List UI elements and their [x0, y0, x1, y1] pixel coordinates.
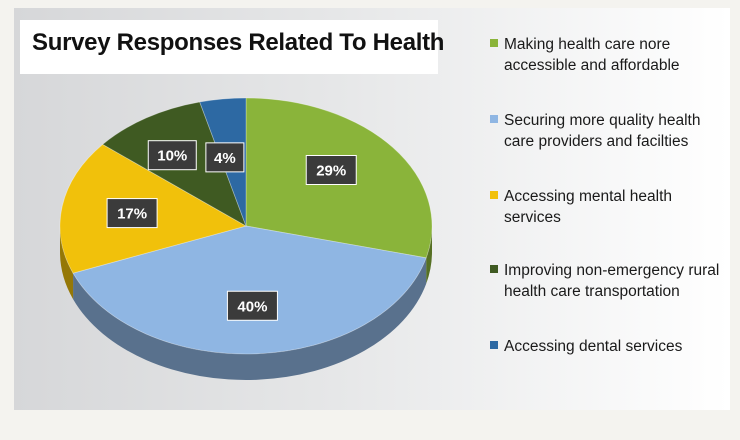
chart-title: Survey Responses Related To Health: [32, 29, 445, 56]
title-box: [20, 20, 438, 74]
pie-label-accessing-mental-health-services: 17%: [106, 198, 158, 229]
pie-label-box: [106, 198, 158, 229]
pie-label-making-health-care-nore-accessib: 29%: [305, 154, 357, 185]
pie-label-box: [226, 290, 278, 321]
pie-label-box: [305, 154, 357, 185]
pie-label-accessing-dental-services: 4%: [205, 142, 245, 173]
pie-label-improving-non-emergency-rural-he: 10%: [147, 140, 197, 171]
pie-slice-securing-more-quality-health-car: [72, 225, 427, 355]
pie-label-text: 29%: [316, 162, 346, 179]
pie-label-text: 40%: [237, 298, 267, 315]
pie-label-securing-more-quality-health-car: 40%: [226, 290, 278, 321]
legend-label: Making health care nore accessible and a…: [504, 36, 680, 74]
legend-label: Improving non-emergency rural health car…: [504, 262, 720, 300]
legend-swatch: [490, 39, 498, 47]
pie-side-making-health-care-nore-accessib: [426, 226, 432, 284]
legend-swatch: [490, 265, 498, 273]
pie-label-box: [147, 140, 197, 171]
pie-side-securing-more-quality-health-car: [73, 257, 427, 380]
legend-label: Accessing dental services: [504, 338, 683, 355]
legend-swatch: [490, 191, 498, 199]
pie-label-text: 4%: [214, 150, 236, 167]
legend-label: Accessing mental health services: [504, 188, 673, 226]
legend-label: Securing more quality health care provid…: [504, 112, 701, 150]
legend-swatch: [490, 115, 498, 123]
pie-label-text: 17%: [117, 206, 147, 223]
legend-swatch: [490, 341, 498, 349]
pie-label-text: 10%: [157, 148, 187, 165]
pie-label-box: [205, 142, 245, 173]
pie-side-accessing-mental-health-services: [60, 226, 74, 300]
